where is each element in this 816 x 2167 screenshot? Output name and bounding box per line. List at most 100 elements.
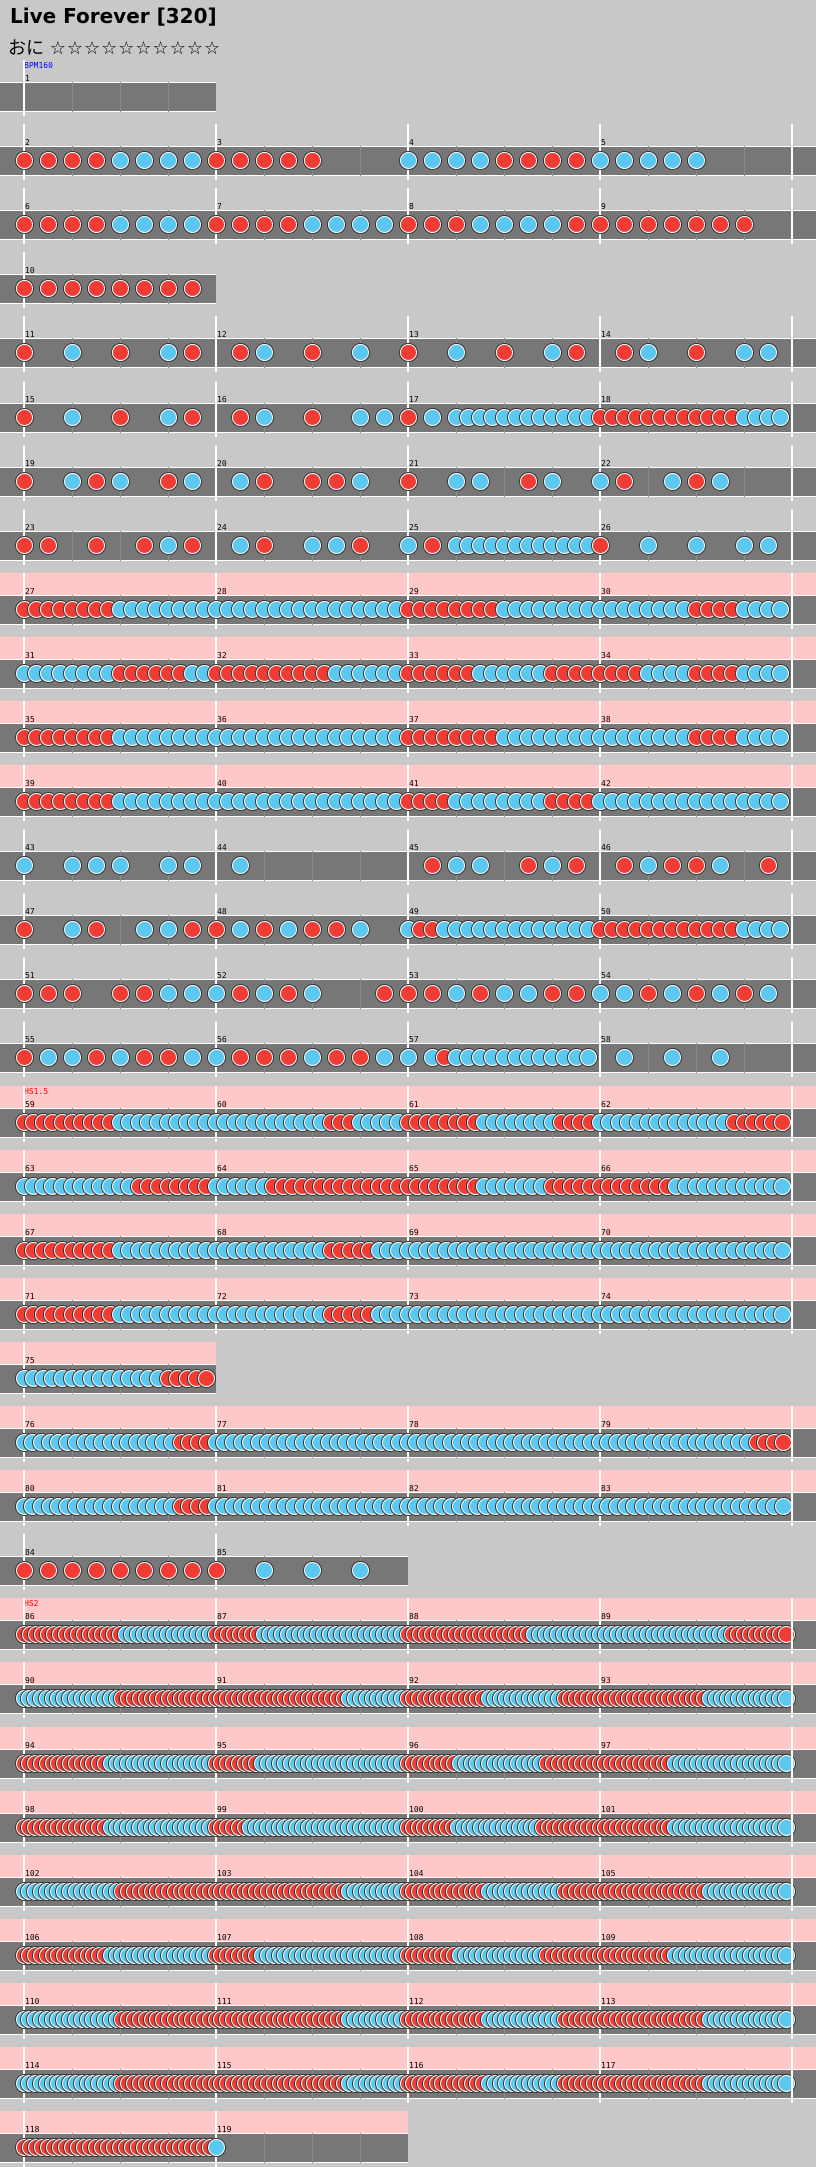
ka-note xyxy=(687,152,705,169)
ka-note xyxy=(159,216,177,233)
ka-note xyxy=(231,921,249,938)
measure-number: 66 xyxy=(601,1164,611,1173)
don-note xyxy=(759,857,777,874)
measure-number: 79 xyxy=(601,1420,611,1429)
measure-number: 69 xyxy=(409,1228,419,1237)
measure-number: 51 xyxy=(25,971,35,980)
bar-line xyxy=(791,124,793,180)
beat-line xyxy=(312,2133,313,2163)
measure-number: 27 xyxy=(25,587,35,596)
measure-number: 41 xyxy=(409,779,419,788)
measure-number: 60 xyxy=(217,1100,227,1109)
measure-number: 21 xyxy=(409,459,419,468)
don-note xyxy=(183,1562,201,1579)
bar-line xyxy=(791,1919,793,1975)
beat-line xyxy=(120,82,121,112)
don-note xyxy=(231,409,249,426)
measure-number: 116 xyxy=(409,2061,424,2070)
bar-line xyxy=(791,316,793,372)
beat-line xyxy=(744,146,745,176)
score-row: 2 3 4 5 xyxy=(0,124,816,180)
ka-note xyxy=(615,1049,633,1066)
don-note xyxy=(183,921,201,938)
measure-number: 9 xyxy=(601,202,606,211)
beat-line xyxy=(504,851,505,881)
bar-line xyxy=(791,573,793,629)
ka-note xyxy=(663,152,681,169)
ka-note xyxy=(543,857,561,874)
measure-number: 67 xyxy=(25,1228,35,1237)
measure-number: 81 xyxy=(217,1484,227,1493)
ka-note xyxy=(303,985,321,1002)
measure-number: 14 xyxy=(601,330,611,339)
beat-line xyxy=(120,531,121,561)
ka-note xyxy=(711,473,729,490)
measure-number: 96 xyxy=(409,1741,419,1750)
score-row: 55 56 57 58 xyxy=(0,1021,816,1077)
beat-line xyxy=(264,851,265,881)
measure-number: 39 xyxy=(25,779,35,788)
measure-number: 118 xyxy=(25,2125,40,2134)
ka-note xyxy=(231,473,249,490)
don-note xyxy=(615,216,633,233)
beat-line xyxy=(72,531,73,561)
measure-number: 53 xyxy=(409,971,419,980)
don-note xyxy=(135,985,153,1002)
beat-line xyxy=(744,467,745,497)
ka-note xyxy=(63,344,81,361)
don-note xyxy=(159,1049,177,1066)
don-note xyxy=(231,985,249,1002)
measure-number: 114 xyxy=(25,2061,40,2070)
ka-note xyxy=(773,1306,791,1323)
beat-line xyxy=(504,467,505,497)
ka-note xyxy=(639,537,657,554)
don-note xyxy=(63,280,81,297)
measure-number: 24 xyxy=(217,523,227,532)
score-row: 6 7 8 9 xyxy=(0,188,816,244)
don-note xyxy=(15,152,33,169)
don-note xyxy=(255,537,273,554)
ka-note xyxy=(159,409,177,426)
measure-number: 100 xyxy=(409,1805,424,1814)
measure-number: 75 xyxy=(25,1356,35,1365)
ka-note xyxy=(135,921,153,938)
don-note xyxy=(687,344,705,361)
measure-number: 94 xyxy=(25,1741,35,1750)
measure-number: 98 xyxy=(25,1805,35,1814)
ka-note xyxy=(639,152,657,169)
don-note xyxy=(663,216,681,233)
don-note xyxy=(183,344,201,361)
measure-number: 32 xyxy=(217,651,227,660)
don-note xyxy=(279,152,297,169)
measure-number: 78 xyxy=(409,1420,419,1429)
measure-number: 112 xyxy=(409,1997,424,2006)
tempo-event-label: HS1.5 xyxy=(24,1087,49,1096)
don-note xyxy=(327,473,345,490)
ka-note xyxy=(207,985,225,1002)
don-note xyxy=(15,985,33,1002)
measure-number: 2 xyxy=(25,138,30,147)
ka-note xyxy=(663,1049,681,1066)
don-note xyxy=(495,344,513,361)
ka-note xyxy=(183,857,201,874)
bar-line xyxy=(791,2047,793,2103)
ka-note xyxy=(471,152,489,169)
bar-line xyxy=(791,1470,793,1526)
score-row: 11 12 13 14 xyxy=(0,316,816,372)
measure-number: 82 xyxy=(409,1484,419,1493)
don-note xyxy=(375,985,393,1002)
beat-line xyxy=(360,2133,361,2163)
difficulty-stars: ☆☆☆☆☆☆☆☆☆☆ xyxy=(49,38,222,59)
don-note xyxy=(135,280,153,297)
don-note xyxy=(87,473,105,490)
don-note xyxy=(567,857,585,874)
bar-line xyxy=(791,1727,793,1783)
measure-number: 8 xyxy=(409,202,414,211)
measure-number: 46 xyxy=(601,843,611,852)
bar-line xyxy=(791,1021,793,1077)
ka-note xyxy=(471,857,489,874)
don-note xyxy=(774,1434,792,1451)
ka-note xyxy=(447,985,465,1002)
don-note xyxy=(423,216,441,233)
ka-note xyxy=(399,1049,417,1066)
